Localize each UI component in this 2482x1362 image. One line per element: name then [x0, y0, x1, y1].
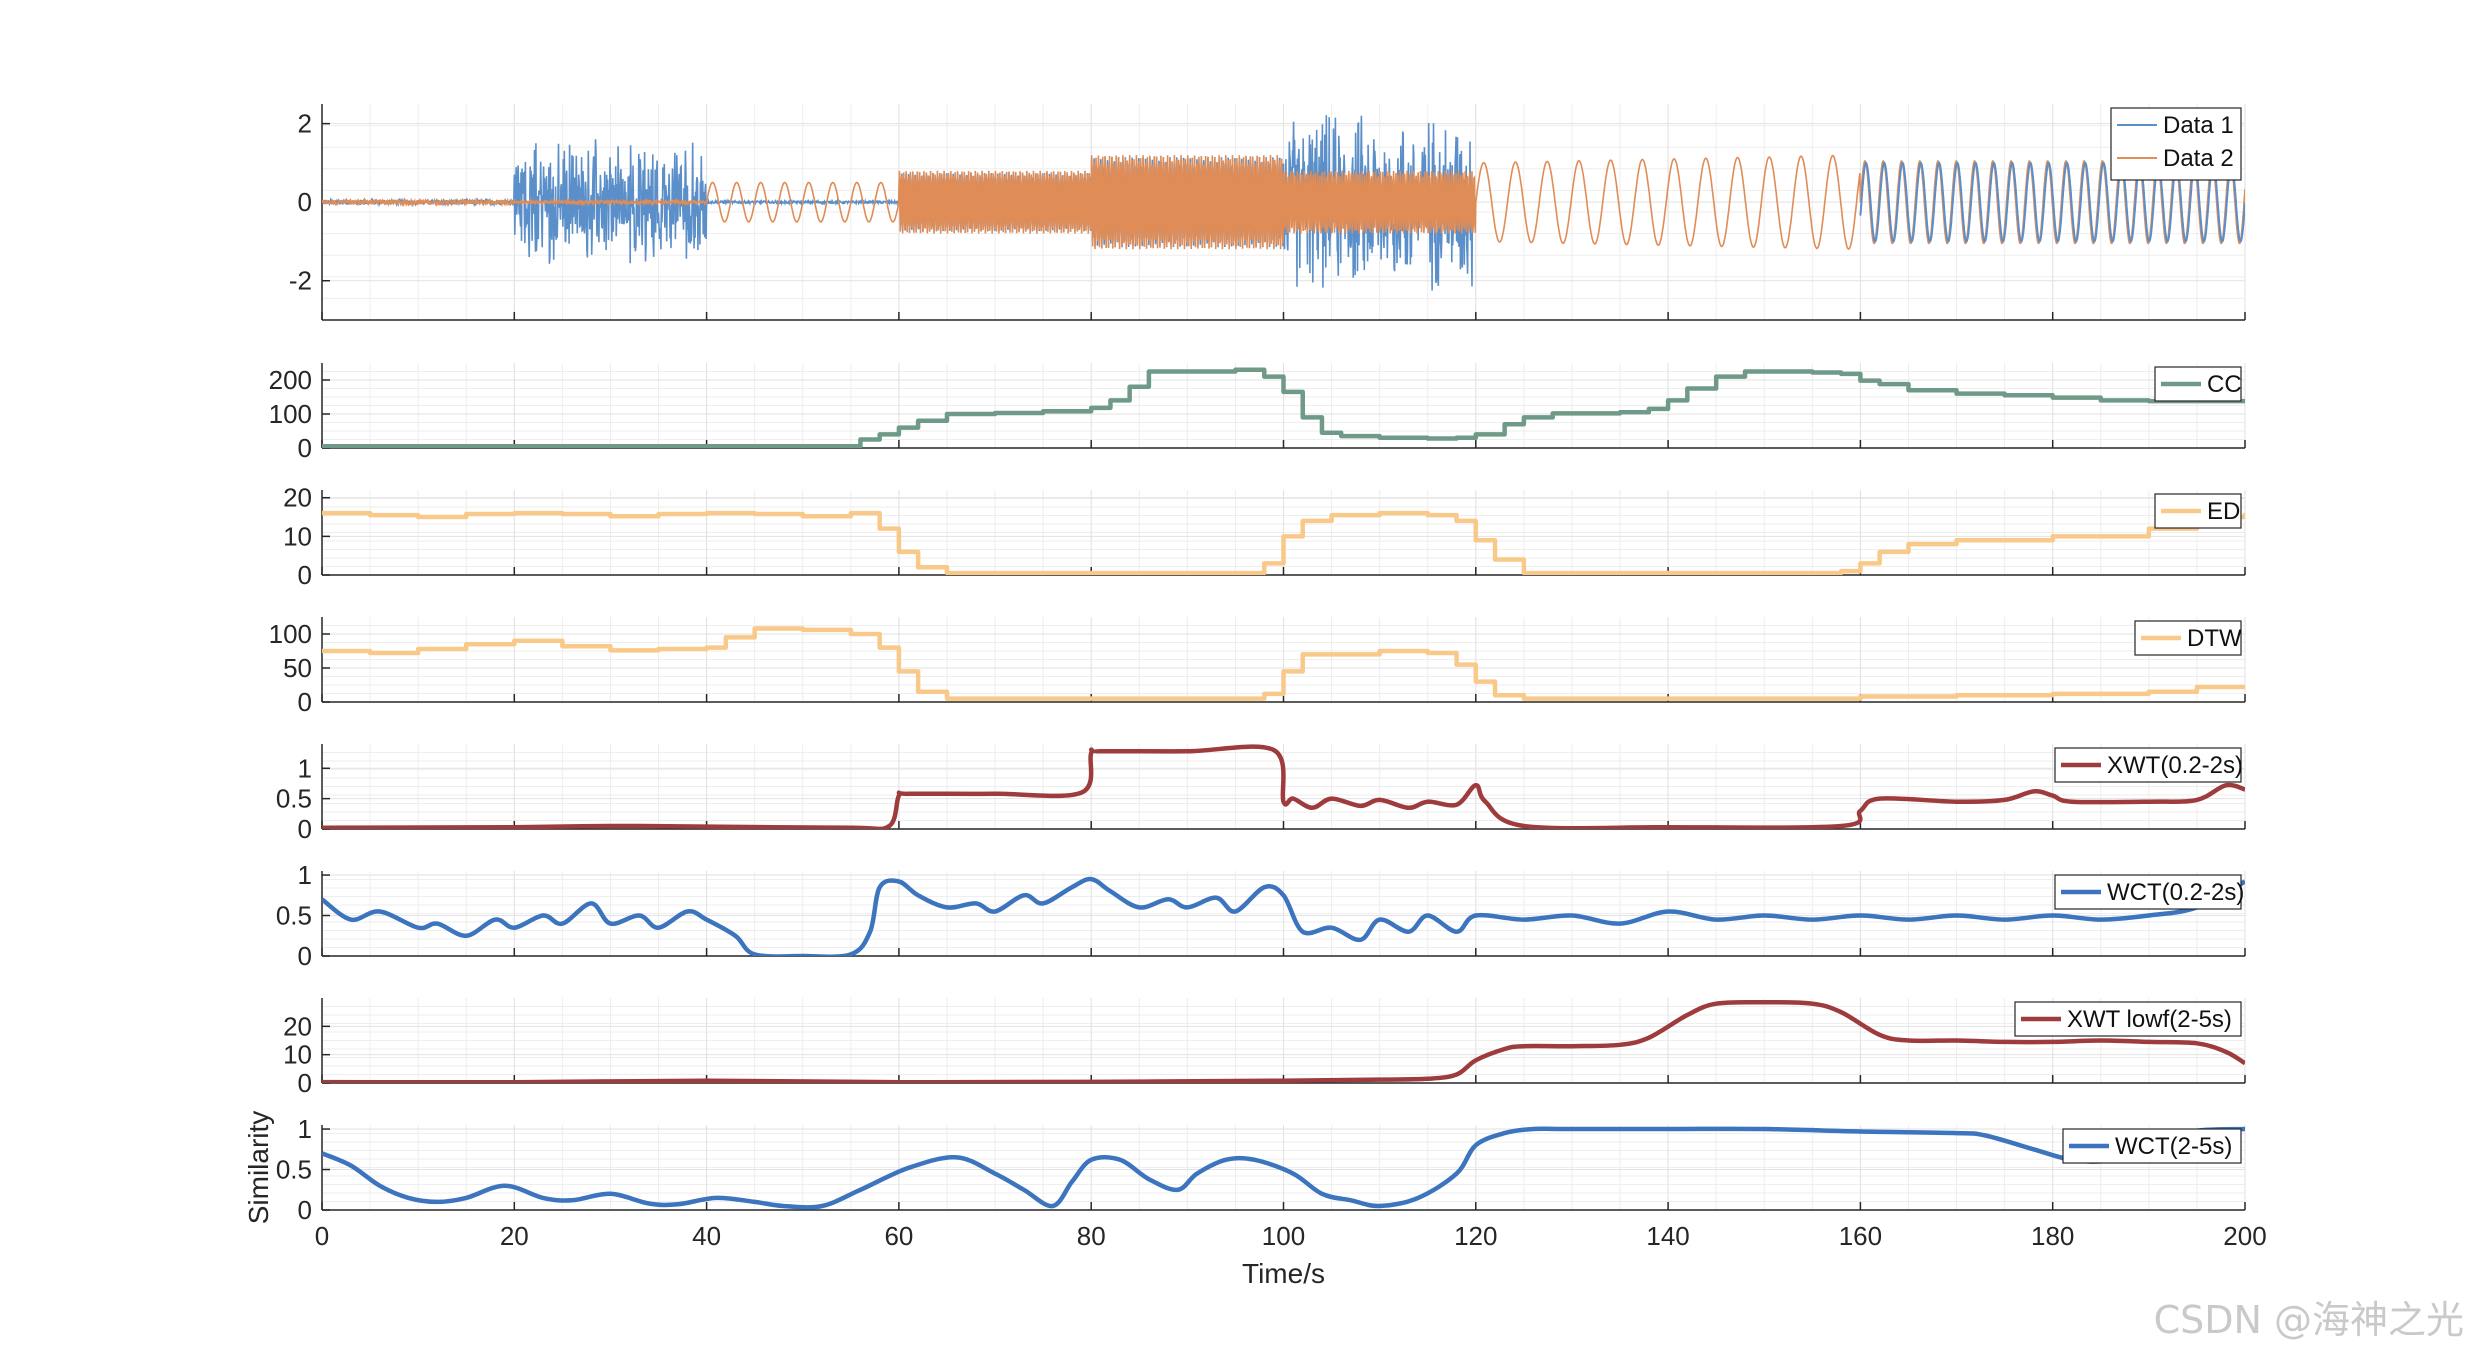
plot-area: [322, 367, 2245, 448]
legend-signals: Data 1 Data 2: [2110, 107, 2242, 181]
series-data1-overlay: [1859, 161, 2245, 243]
plot-area: [322, 999, 2245, 1083]
x-tick-label: 140: [1646, 1221, 1689, 1251]
series-cc-line: [322, 367, 2245, 448]
y-tick-label: 1: [298, 860, 312, 890]
legend-xwt2: XWT lowf(2-5s): [2014, 1001, 2242, 1037]
x-axis-label: Time/s: [1242, 1258, 1325, 1289]
legend-label: CC: [2207, 371, 2242, 398]
legend-label: WCT(2-5s): [2115, 1133, 2232, 1160]
watermark: CSDN @海神之光: [2153, 1298, 2464, 1342]
legend-wct1: WCT(0.2-2s): [2054, 874, 2244, 910]
panel-xwt1: 00.51 XWT(0.2-2s): [276, 744, 2246, 844]
x-tick-label: 20: [500, 1221, 529, 1251]
panel-cc: 0 100 200 CC: [269, 363, 2246, 463]
panel-signals: -2 0 2 Data 1 Data 2: [289, 104, 2246, 321]
legend-label: DTW: [2187, 625, 2242, 652]
y-tick-label: 0.5: [276, 1155, 312, 1185]
y-tick-label: 0: [298, 814, 312, 844]
panel-wct2: 0 0.5 1 WCT(2-5s): [276, 1114, 2246, 1225]
y-tick-label: 0.5: [276, 901, 312, 931]
series-dtw-line: [322, 626, 2245, 701]
y-tick-label: -2: [289, 266, 312, 296]
y-tick-label: 0: [298, 187, 312, 217]
legend-label: XWT lowf(2-5s): [2067, 1006, 2232, 1033]
y-tick-label: 0.5: [276, 784, 312, 814]
legend-label: ED: [2207, 498, 2240, 525]
plot-area: [322, 876, 2245, 956]
y-tick-label: 0: [298, 1068, 312, 1098]
y-tick-label: 1: [298, 1114, 312, 1144]
y-tick-label: 50: [283, 653, 312, 683]
y-tick-label: 0: [298, 941, 312, 971]
series-xwt2-line: [322, 999, 2245, 1083]
legend-box: [2110, 107, 2242, 181]
x-tick-label: 80: [1077, 1221, 1106, 1251]
legend-wct2: WCT(2-5s): [2062, 1128, 2242, 1164]
series-wct2-line: [322, 1126, 2245, 1210]
y-tick-label: 20: [283, 1011, 312, 1041]
y-tick-label: 0: [298, 687, 312, 717]
y-axis-label: Similarity: [243, 1111, 274, 1225]
x-tick-label: 100: [1262, 1221, 1305, 1251]
y-tick-label: 10: [283, 521, 312, 551]
y-tick-label: 0: [298, 1195, 312, 1225]
plot-area: [322, 510, 2245, 575]
y-tick-label: 0: [298, 560, 312, 590]
legend-ed: ED: [2154, 493, 2242, 529]
legend-cc: CC: [2154, 366, 2242, 402]
x-tick-label: 60: [884, 1221, 913, 1251]
y-tick-label: 100: [269, 619, 312, 649]
plot-area: [322, 744, 2245, 829]
y-tick-label: 10: [283, 1040, 312, 1070]
plot-area: [322, 626, 2245, 701]
series-xwt1-line: [322, 744, 2245, 829]
x-tick-label: 40: [692, 1221, 721, 1251]
y-tick-label: 1: [298, 753, 312, 783]
series-wct1-line: [322, 876, 2245, 956]
legend-label: Data 2: [2163, 145, 2234, 172]
series-ed-line: [322, 510, 2245, 575]
y-tick-label: 20: [283, 483, 312, 513]
x-tick-label: 200: [2223, 1221, 2266, 1251]
plot-area: [322, 115, 2245, 291]
legend-label: XWT(0.2-2s): [2107, 752, 2243, 779]
plot-area: [322, 1126, 2245, 1210]
series-data2-line: [322, 154, 2245, 250]
x-tick-label: 0: [315, 1221, 329, 1251]
y-tick-label: 200: [269, 365, 312, 395]
y-tick-label: 0: [298, 433, 312, 463]
legend-dtw: DTW: [2134, 620, 2242, 656]
legend-label: Data 1: [2163, 112, 2234, 139]
panel-ed: 0 10 20 ED: [283, 483, 2246, 590]
y-tick-label: 2: [298, 109, 312, 139]
y-tick-label: 100: [269, 399, 312, 429]
panel-wct1: 0 0.5 1 WCT(0.2-2s): [276, 860, 2246, 971]
x-tick-label: 180: [2031, 1221, 2074, 1251]
x-tick-label: 160: [1839, 1221, 1882, 1251]
legend-label: WCT(0.2-2s): [2107, 879, 2244, 906]
legend-xwt1: XWT(0.2-2s): [2054, 747, 2243, 783]
panel-dtw: 0 50 100 DTW: [269, 617, 2246, 717]
x-tick-label: 120: [1454, 1221, 1497, 1251]
